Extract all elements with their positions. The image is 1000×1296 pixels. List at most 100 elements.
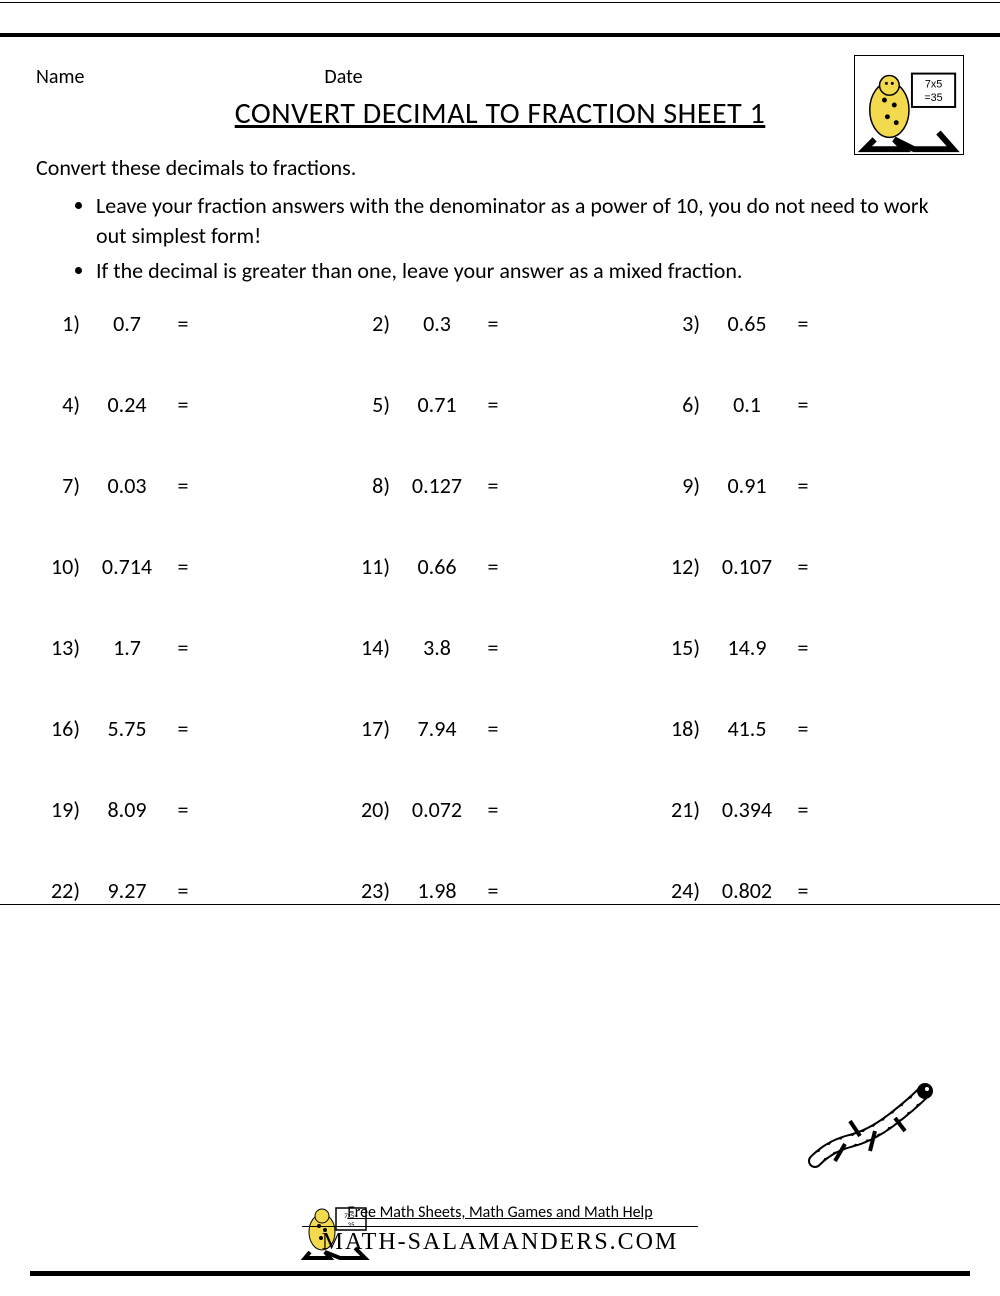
- instructions-text: Convert these decimals to fractions.: [36, 154, 964, 181]
- problem-number: 15): [660, 634, 706, 661]
- problem-item: 9)0.91=: [660, 472, 960, 499]
- problem-number: 23): [350, 877, 396, 904]
- equals-sign: =: [788, 634, 818, 661]
- problem-number: 7): [40, 472, 86, 499]
- problem-value: 0.107: [706, 553, 788, 580]
- equals-sign: =: [788, 553, 818, 580]
- equals-sign: =: [168, 796, 198, 823]
- equals-sign: =: [168, 553, 198, 580]
- footer-brand: MATH-SALAMANDERS.COM: [302, 1226, 699, 1256]
- problem-value: 0.127: [396, 472, 478, 499]
- problem-item: 5)0.71=: [350, 391, 650, 418]
- problem-value: 0.3: [396, 310, 478, 337]
- problem-item: 23)1.98=: [350, 877, 650, 904]
- problem-item: 13)1.7=: [40, 634, 340, 661]
- problem-item: 19)8.09=: [40, 796, 340, 823]
- date-label: Date: [324, 65, 362, 89]
- page-footer: Free Math Sheets, Math Games and Math He…: [0, 1203, 1000, 1256]
- problem-value: 0.1: [706, 391, 788, 418]
- problem-number: 19): [40, 796, 86, 823]
- equals-sign: =: [478, 553, 508, 580]
- equals-sign: =: [788, 715, 818, 742]
- problem-item: 10)0.714=: [40, 553, 340, 580]
- problem-item: 8)0.127=: [350, 472, 650, 499]
- equals-sign: =: [168, 472, 198, 499]
- problem-item: 16)5.75=: [40, 715, 340, 742]
- equals-sign: =: [788, 877, 818, 904]
- problems-grid: 1)0.7=2)0.3=3)0.65=4)0.24=5)0.71=6)0.1=7…: [36, 310, 964, 904]
- problem-item: 14)3.8=: [350, 634, 650, 661]
- equals-sign: =: [168, 310, 198, 337]
- equals-sign: =: [478, 634, 508, 661]
- problem-number: 17): [350, 715, 396, 742]
- problem-number: 6): [660, 391, 706, 418]
- problem-item: 11)0.66=: [350, 553, 650, 580]
- problem-number: 2): [350, 310, 396, 337]
- problem-number: 21): [660, 796, 706, 823]
- problem-value: 0.072: [396, 796, 478, 823]
- problem-value: 7.94: [396, 715, 478, 742]
- problem-value: 0.802: [706, 877, 788, 904]
- problem-number: 16): [40, 715, 86, 742]
- problem-value: 8.09: [86, 796, 168, 823]
- problem-number: 1): [40, 310, 86, 337]
- footer-tagline: Free Math Sheets, Math Games and Math He…: [0, 1203, 1000, 1222]
- problem-value: 3.8: [396, 634, 478, 661]
- bullet-item: Leave your fraction answers with the den…: [96, 191, 964, 250]
- problem-value: 0.394: [706, 796, 788, 823]
- problem-number: 22): [40, 877, 86, 904]
- equals-sign: =: [478, 310, 508, 337]
- equals-sign: =: [478, 391, 508, 418]
- bullet-item: If the decimal is greater than one, leav…: [96, 256, 964, 286]
- problem-number: 20): [350, 796, 396, 823]
- equals-sign: =: [478, 472, 508, 499]
- problem-item: 18)41.5=: [660, 715, 960, 742]
- problem-number: 12): [660, 553, 706, 580]
- problem-number: 13): [40, 634, 86, 661]
- problem-item: 21)0.394=: [660, 796, 960, 823]
- problem-number: 4): [40, 391, 86, 418]
- equals-sign: =: [478, 796, 508, 823]
- problem-number: 8): [350, 472, 396, 499]
- problem-value: 1.98: [396, 877, 478, 904]
- name-label: Name: [36, 65, 84, 89]
- problem-number: 10): [40, 553, 86, 580]
- svg-text:7x5: 7x5: [925, 78, 942, 90]
- problem-item: 15)14.9=: [660, 634, 960, 661]
- problem-value: 0.66: [396, 553, 478, 580]
- problem-value: 0.65: [706, 310, 788, 337]
- problem-number: 24): [660, 877, 706, 904]
- problem-number: 14): [350, 634, 396, 661]
- problem-value: 41.5: [706, 715, 788, 742]
- problem-item: 12)0.107=: [660, 553, 960, 580]
- problem-value: 0.714: [86, 553, 168, 580]
- bottom-rule-thick: [30, 1272, 970, 1276]
- problem-value: 0.71: [396, 391, 478, 418]
- equals-sign: =: [168, 715, 198, 742]
- problem-number: 18): [660, 715, 706, 742]
- brand-logo: 7x5 =35: [854, 55, 964, 155]
- equals-sign: =: [168, 877, 198, 904]
- problem-value: 9.27: [86, 877, 168, 904]
- problem-item: 6)0.1=: [660, 391, 960, 418]
- problem-value: 5.75: [86, 715, 168, 742]
- equals-sign: =: [788, 796, 818, 823]
- equals-sign: =: [788, 391, 818, 418]
- problem-value: 0.24: [86, 391, 168, 418]
- equals-sign: =: [788, 310, 818, 337]
- problem-item: 4)0.24=: [40, 391, 340, 418]
- problem-item: 17)7.94=: [350, 715, 650, 742]
- equals-sign: =: [168, 634, 198, 661]
- salamander-decoration-icon: [800, 1076, 940, 1176]
- problem-number: 3): [660, 310, 706, 337]
- worksheet-page: 7x5 =35 Name Date CONVERT DECIMAL TO FRA…: [0, 33, 1000, 905]
- problem-item: 22)9.27=: [40, 877, 340, 904]
- equals-sign: =: [478, 715, 508, 742]
- equals-sign: =: [168, 391, 198, 418]
- problem-value: 14.9: [706, 634, 788, 661]
- problem-item: 2)0.3=: [350, 310, 650, 337]
- instruction-bullets: Leave your fraction answers with the den…: [36, 191, 964, 286]
- problem-number: 11): [350, 553, 396, 580]
- equals-sign: =: [788, 472, 818, 499]
- problem-item: 1)0.7=: [40, 310, 340, 337]
